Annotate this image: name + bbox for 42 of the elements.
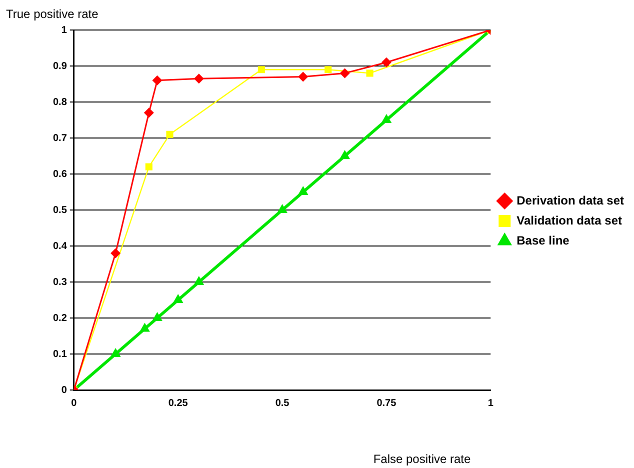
point: [277, 204, 288, 213]
point: [298, 186, 308, 195]
y-tick-label: 0.6: [52, 168, 68, 180]
y-tick-label: 0.8: [52, 96, 68, 108]
point: [110, 348, 121, 357]
point: [145, 163, 152, 170]
y-axis-title: True positive rate: [6, 7, 99, 21]
y-tick-label: 0.4: [52, 240, 68, 252]
x-tick-label: 0: [71, 398, 78, 409]
point: [152, 75, 162, 86]
point: [194, 276, 204, 285]
point: [144, 108, 154, 118]
point: [340, 150, 350, 159]
y-tick-label: 0: [61, 384, 68, 396]
point: [110, 248, 121, 258]
point: [381, 114, 392, 123]
point: [324, 66, 332, 74]
y-tick-label: 0.1: [52, 348, 68, 360]
point: [258, 66, 265, 74]
y-tick-label: 0.3: [52, 276, 68, 288]
point: [381, 57, 392, 68]
x-tick-label: 0.75: [376, 398, 397, 409]
legend-label: Derivation data set: [516, 193, 624, 208]
point: [366, 70, 374, 77]
legend-label: Base line: [516, 233, 570, 248]
point: [298, 72, 308, 82]
y-tick-label: 1: [61, 24, 68, 36]
point: [340, 68, 350, 78]
y-tick-label: 0.5: [52, 204, 68, 216]
point: [166, 130, 174, 138]
point: [194, 74, 204, 84]
y-tick-label: 0.7: [52, 132, 68, 144]
legend-label: Validation data set: [516, 213, 622, 228]
point: [172, 294, 184, 303]
x-tick-label: 0.25: [168, 398, 188, 409]
point: [140, 322, 150, 332]
x-tick-label: 0.5: [275, 398, 290, 409]
y-tick-label: 0.2: [52, 312, 68, 324]
x-tick-label: 1: [488, 398, 494, 409]
x-axis-title: False positive rate: [373, 452, 472, 466]
point: [152, 312, 162, 321]
y-tick-label: 0.9: [52, 60, 68, 72]
